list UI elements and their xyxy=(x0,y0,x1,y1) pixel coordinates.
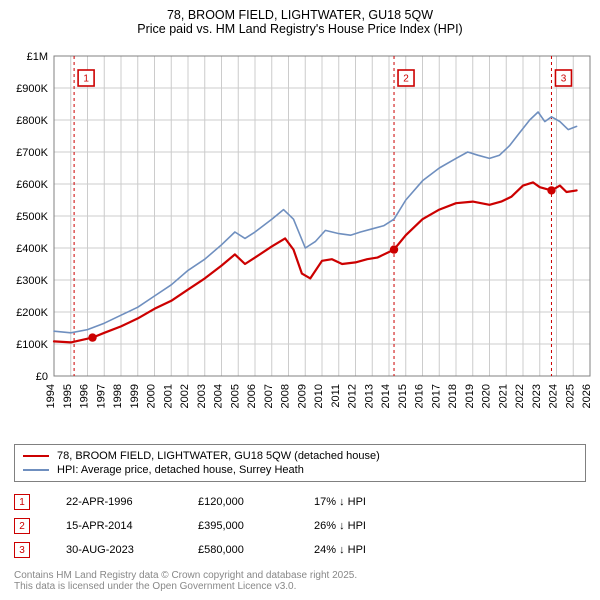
chart-title-block: 78, BROOM FIELD, LIGHTWATER, GU18 5QW Pr… xyxy=(0,0,600,38)
svg-text:1999: 1999 xyxy=(129,384,141,408)
legend-item: HPI: Average price, detached house, Surr… xyxy=(23,463,577,477)
svg-text:£1M: £1M xyxy=(27,51,48,63)
svg-text:1997: 1997 xyxy=(95,384,107,408)
svg-text:1995: 1995 xyxy=(62,384,74,408)
legend-label: 78, BROOM FIELD, LIGHTWATER, GU18 5QW (d… xyxy=(57,450,380,462)
transaction-diff: 24% ↓ HPI xyxy=(314,544,394,556)
svg-text:£300K: £300K xyxy=(16,275,48,287)
legend-swatch xyxy=(23,455,49,457)
svg-text:2014: 2014 xyxy=(380,384,392,408)
transactions-table: 1 22-APR-1996 £120,000 17% ↓ HPI 2 15-AP… xyxy=(14,490,586,562)
transaction-date: 22-APR-1996 xyxy=(66,496,162,508)
legend-swatch xyxy=(23,469,49,471)
svg-text:2: 2 xyxy=(403,74,409,85)
transaction-price: £395,000 xyxy=(198,520,278,532)
transaction-diff: 17% ↓ HPI xyxy=(314,496,394,508)
svg-text:2005: 2005 xyxy=(229,384,241,408)
svg-text:£400K: £400K xyxy=(16,243,48,255)
attribution-line: This data is licensed under the Open Gov… xyxy=(14,581,586,592)
svg-text:2015: 2015 xyxy=(397,384,409,408)
svg-text:2004: 2004 xyxy=(213,384,225,408)
svg-text:£600K: £600K xyxy=(16,179,48,191)
svg-text:2011: 2011 xyxy=(330,384,342,408)
transaction-badge: 2 xyxy=(14,518,30,534)
svg-text:2003: 2003 xyxy=(196,384,208,408)
chart-title-line2: Price paid vs. HM Land Registry's House … xyxy=(4,22,596,36)
transaction-date: 15-APR-2014 xyxy=(66,520,162,532)
svg-text:£0: £0 xyxy=(36,371,48,383)
svg-text:2026: 2026 xyxy=(581,384,593,408)
svg-text:2006: 2006 xyxy=(246,384,258,408)
chart-title-line1: 78, BROOM FIELD, LIGHTWATER, GU18 5QW xyxy=(4,8,596,22)
svg-text:£900K: £900K xyxy=(16,83,48,95)
svg-text:£500K: £500K xyxy=(16,211,48,223)
svg-text:2022: 2022 xyxy=(514,384,526,408)
transaction-row: 1 22-APR-1996 £120,000 17% ↓ HPI xyxy=(14,490,586,514)
svg-text:2007: 2007 xyxy=(263,384,275,408)
legend-item: 78, BROOM FIELD, LIGHTWATER, GU18 5QW (d… xyxy=(23,449,577,463)
svg-text:2010: 2010 xyxy=(313,384,325,408)
svg-text:2002: 2002 xyxy=(179,384,191,408)
svg-text:2012: 2012 xyxy=(347,384,359,408)
svg-text:1: 1 xyxy=(83,74,89,85)
svg-text:2025: 2025 xyxy=(564,384,576,408)
svg-text:2013: 2013 xyxy=(363,384,375,408)
svg-text:2009: 2009 xyxy=(296,384,308,408)
svg-text:2017: 2017 xyxy=(430,384,442,408)
legend: 78, BROOM FIELD, LIGHTWATER, GU18 5QW (d… xyxy=(14,444,586,482)
svg-text:£700K: £700K xyxy=(16,147,48,159)
transaction-diff: 26% ↓ HPI xyxy=(314,520,394,532)
svg-text:2000: 2000 xyxy=(146,384,158,408)
transaction-badge: 3 xyxy=(14,542,30,558)
transaction-price: £120,000 xyxy=(198,496,278,508)
svg-text:2016: 2016 xyxy=(414,384,426,408)
svg-text:3: 3 xyxy=(561,74,567,85)
svg-text:2024: 2024 xyxy=(548,384,560,408)
svg-text:£200K: £200K xyxy=(16,307,48,319)
svg-text:2018: 2018 xyxy=(447,384,459,408)
svg-text:1994: 1994 xyxy=(45,384,57,408)
svg-text:£800K: £800K xyxy=(16,115,48,127)
svg-text:2001: 2001 xyxy=(162,384,174,408)
svg-text:2021: 2021 xyxy=(497,384,509,408)
svg-text:£100K: £100K xyxy=(16,339,48,351)
svg-text:2008: 2008 xyxy=(280,384,292,408)
svg-text:1996: 1996 xyxy=(79,384,91,408)
svg-text:1998: 1998 xyxy=(112,384,124,408)
legend-label: HPI: Average price, detached house, Surr… xyxy=(57,464,304,476)
svg-text:2019: 2019 xyxy=(464,384,476,408)
transaction-date: 30-AUG-2023 xyxy=(66,544,162,556)
chart-area: 1 2 3 £0 £100K £200K £300K £400K £500K £600K £700K… xyxy=(0,38,600,438)
svg-text:2020: 2020 xyxy=(481,384,493,408)
attribution-line: Contains HM Land Registry data © Crown c… xyxy=(14,570,586,581)
transaction-row: 3 30-AUG-2023 £580,000 24% ↓ HPI xyxy=(14,538,586,562)
attribution: Contains HM Land Registry data © Crown c… xyxy=(14,570,586,592)
svg-text:2023: 2023 xyxy=(531,384,543,408)
transaction-row: 2 15-APR-2014 £395,000 26% ↓ HPI xyxy=(14,514,586,538)
page: 78, BROOM FIELD, LIGHTWATER, GU18 5QW Pr… xyxy=(0,0,600,592)
price-chart-svg: 1 2 3 £0 £100K £200K £300K £400K £500K £600K £700K… xyxy=(0,38,600,438)
transaction-badge: 1 xyxy=(14,494,30,510)
transaction-price: £580,000 xyxy=(198,544,278,556)
